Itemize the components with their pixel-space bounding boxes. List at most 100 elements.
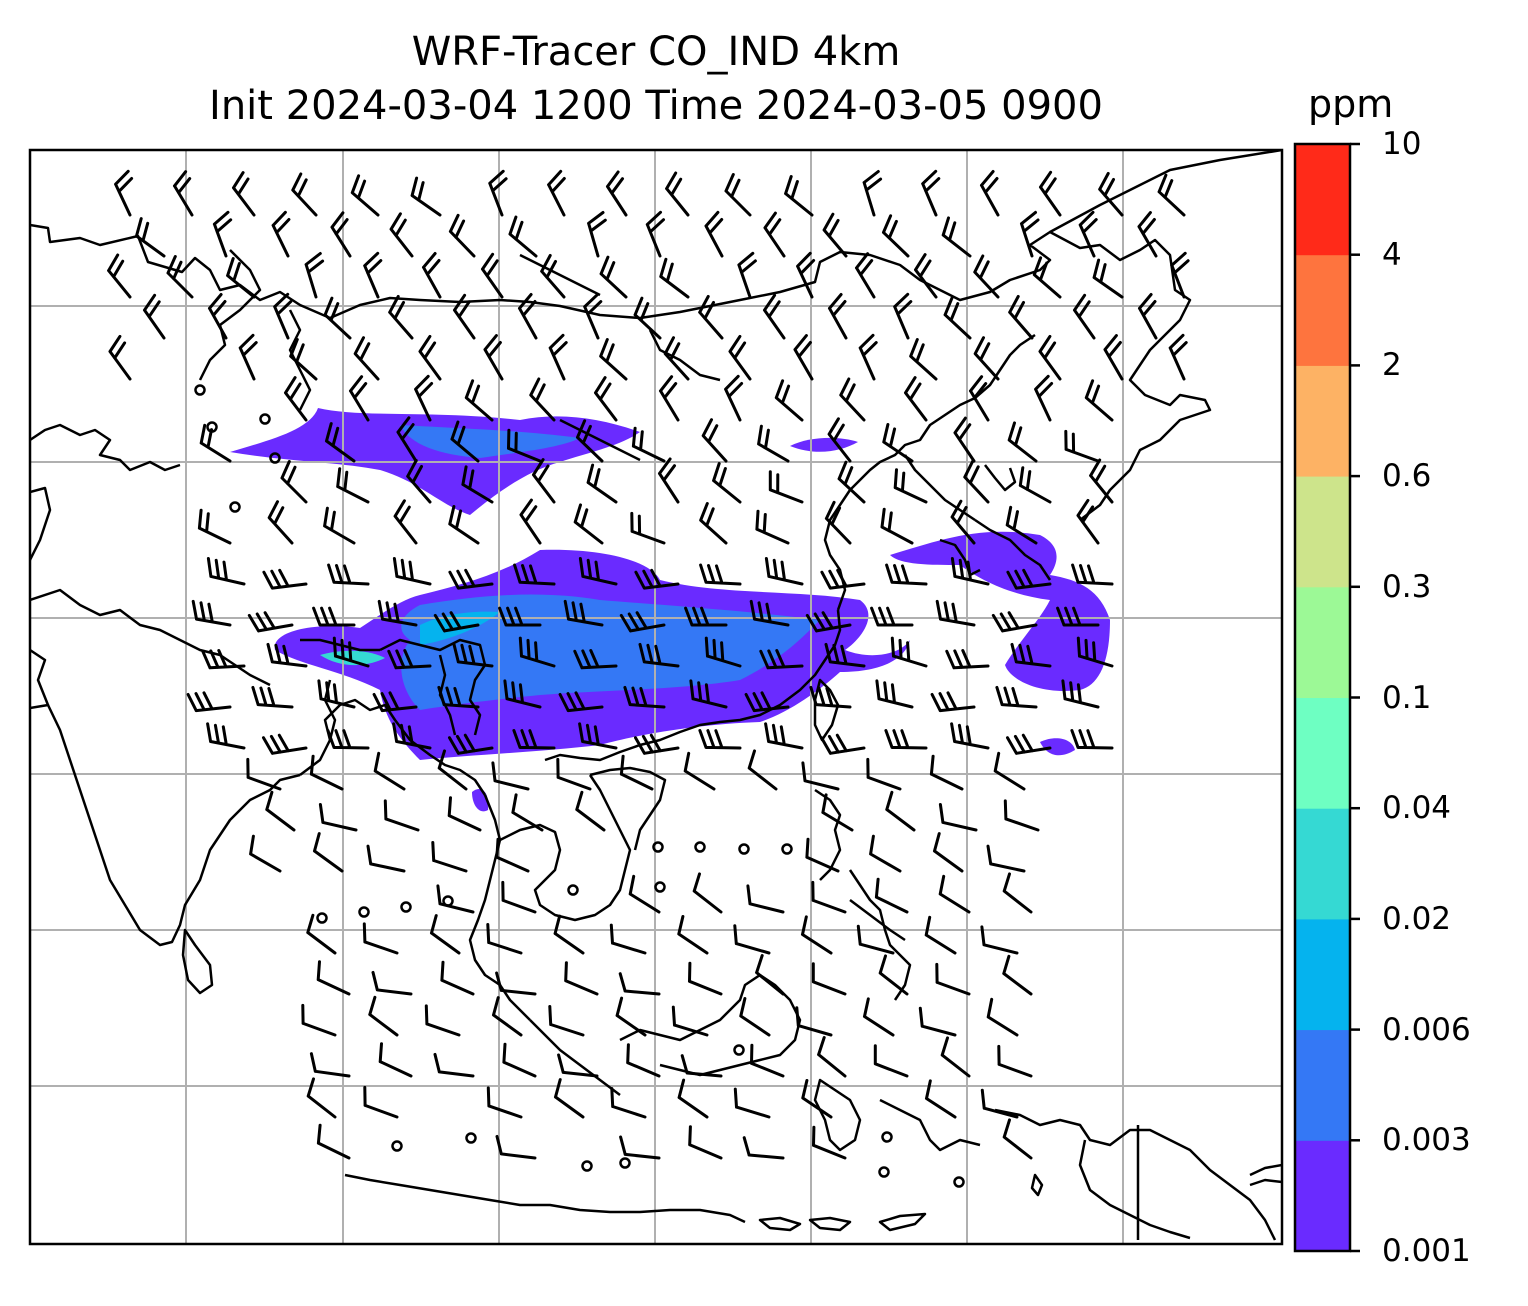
wind-barb [507,428,542,463]
wind-barb [689,679,728,709]
wind-barb [746,884,785,914]
calm-wind-circle [400,901,412,913]
wind-barb [483,334,504,381]
wind-barb [267,500,294,545]
colorbar-tick-label: 0.001 [1382,1233,1471,1269]
wind-barb [548,1005,585,1037]
wind-barb [312,606,356,627]
wind-barb [448,213,476,258]
wind-barb [953,416,976,463]
colorbar-block [1295,144,1350,256]
wind-barb [628,874,661,914]
wind-barb [353,336,380,381]
wind-barb [280,460,308,504]
wind-barb [464,379,494,422]
wind-barb [943,296,972,340]
wind-barb [587,211,607,258]
calm-wind-circle [694,841,706,853]
wind-barb [422,252,442,299]
wind-barb [945,649,990,670]
plume-north-core [400,425,580,458]
wind-barb [811,962,847,996]
wind-barb [811,880,847,914]
wind-barb [486,923,523,955]
wind-barb [362,922,399,955]
colorbar-tick-label: 0.3 [1382,568,1432,605]
wind-barb [1008,295,1034,340]
wind-barb [1007,421,1038,463]
colorbar-block [1295,476,1350,588]
wind-barb [306,1077,337,1119]
wind-barb [837,460,866,504]
wind-barb [1039,170,1062,217]
wind-barb [665,171,690,217]
calm-wind-circle [781,843,793,855]
wind-barb [980,925,1019,955]
wind-barb [863,997,895,1037]
wind-barb [699,563,742,586]
wind-barb [452,642,494,668]
wind-barb [728,334,752,381]
wind-barb [206,722,246,750]
wind-barb [683,751,716,791]
wind-barb [893,468,928,504]
wind-barb [950,499,976,545]
wind-barb [448,505,480,545]
wind-barb [973,336,1000,381]
wind-barb [755,954,785,996]
wind-barb [518,636,556,668]
wind-barb [363,251,383,299]
wind-barb [986,844,1026,873]
wind-barb [1078,210,1098,258]
wind-barb [447,796,482,832]
wind-barb [486,1086,523,1119]
wind-barb [733,924,771,955]
wind-barb [866,757,902,791]
wind-barb [712,462,742,504]
wind-barb [820,733,866,755]
wind-barb [226,257,256,299]
wind-barb [1071,563,1114,586]
calm-wind-circle [465,1132,477,1144]
wind-barb [107,253,132,299]
wind-barb [744,691,790,713]
wind-barb [114,169,134,217]
wind-barb [271,210,291,258]
colorbar-tick-label: 0.6 [1382,458,1432,495]
wind-barb [336,467,370,504]
wind-barb [1089,458,1114,504]
wind-barb [1020,210,1040,258]
colorbar-ticks [1350,142,1360,1253]
wind-barb [626,1043,661,1078]
wind-barb [363,1085,399,1119]
wind-barb [609,923,647,955]
wind-barb [935,962,971,996]
wind-barb [801,1079,833,1119]
wind-barb [827,417,852,463]
wind-barb [564,961,599,996]
calm-wind-circle [733,1044,745,1056]
wind-barb [793,334,814,381]
calm-wind-circle [619,1157,631,1169]
wind-barb [759,649,804,670]
wind-barb [135,217,166,258]
wind-barb [378,1042,413,1078]
calm-wind-circle [881,1131,893,1143]
wind-barb [393,499,418,545]
wind-barb [742,1136,785,1160]
wind-barb [935,599,976,627]
wind-barb [197,508,232,545]
wind-barb [511,793,544,832]
wind-barb [763,211,786,258]
wind-barb [306,913,337,955]
wind-barb [824,500,852,545]
wind-barb [418,334,442,381]
map-gridlines [30,150,1282,1244]
wind-barb [323,296,352,340]
wind-barb [680,1054,723,1078]
wind-barb [822,212,848,258]
wind-barb [933,832,964,873]
wind-barb [575,790,606,832]
